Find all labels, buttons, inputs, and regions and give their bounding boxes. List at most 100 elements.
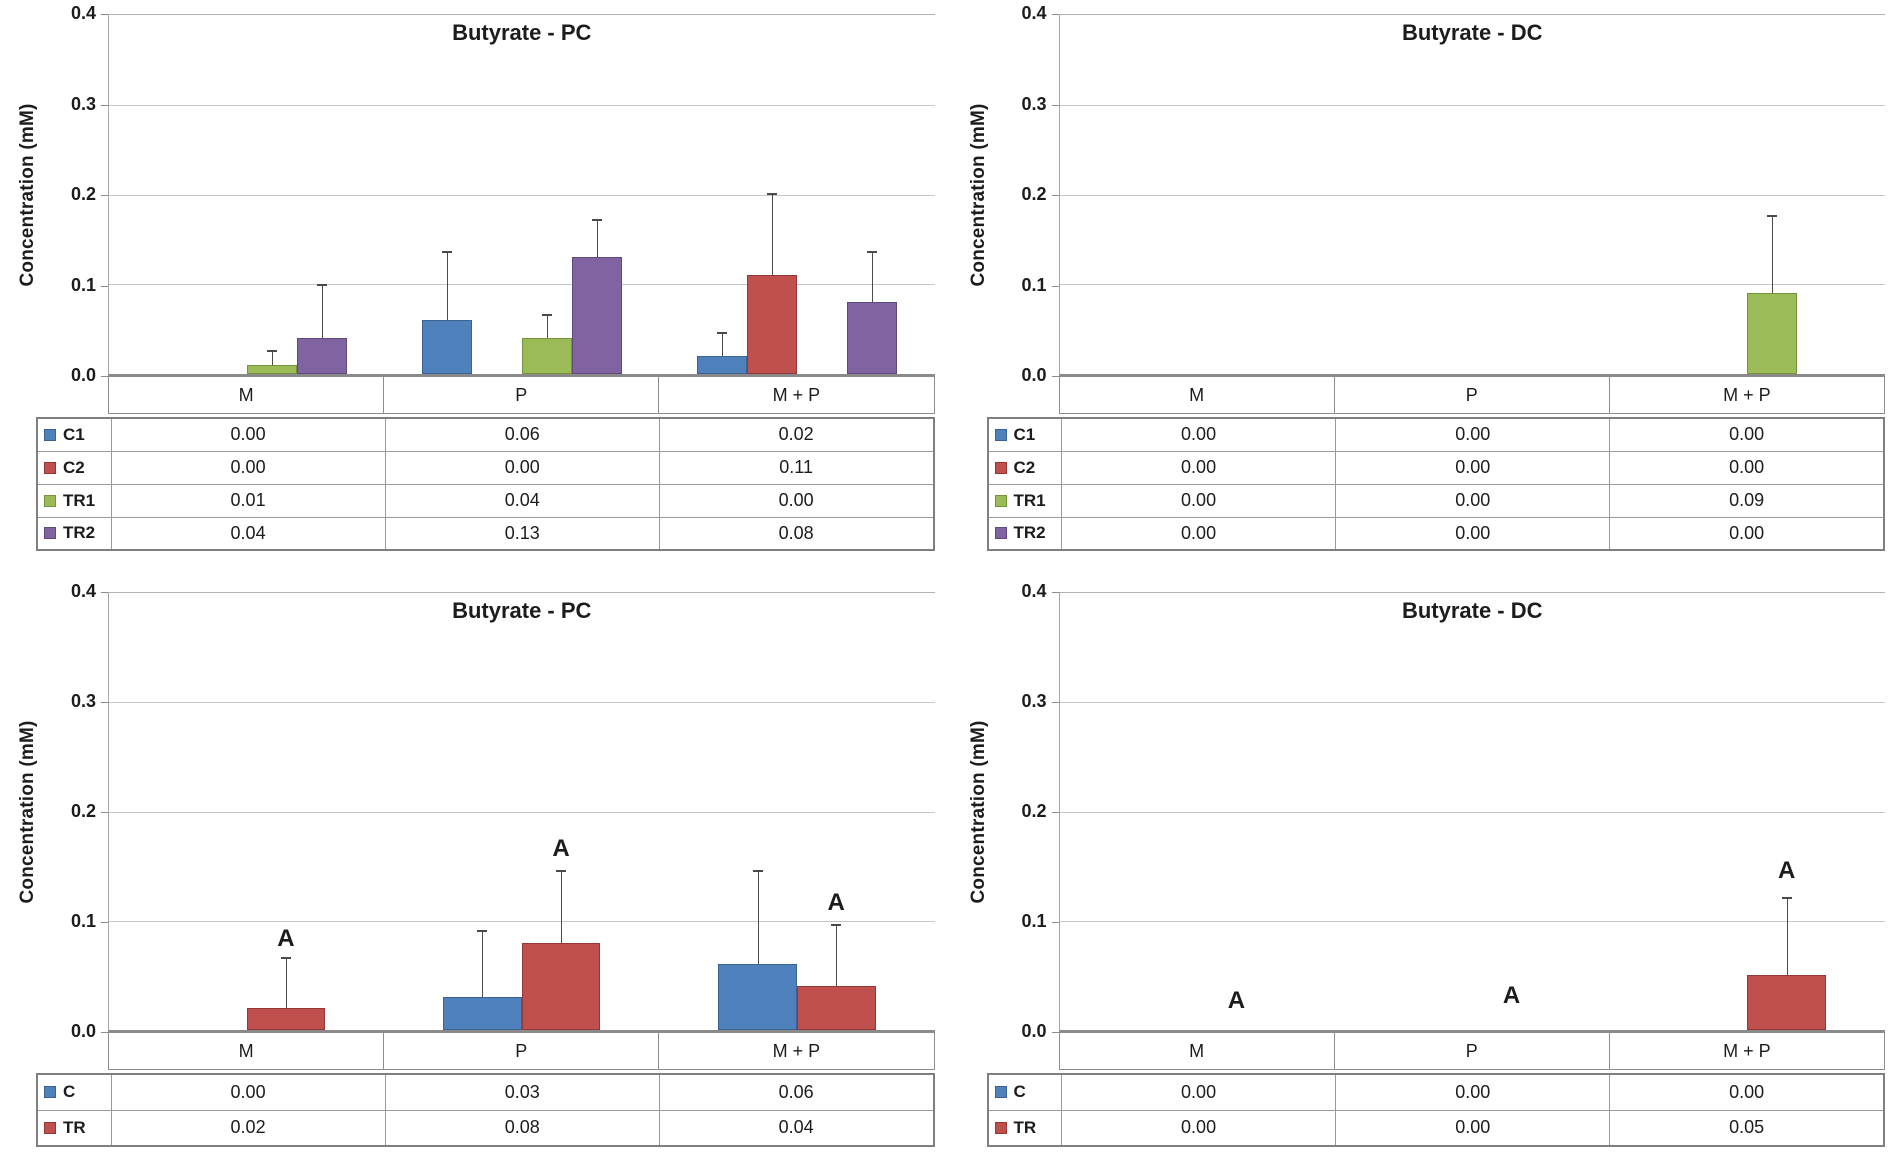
bar-tr [521, 942, 601, 1030]
table-value-cell: 0.00 [110, 417, 386, 452]
legend-label: C2 [63, 457, 85, 477]
legend-item: C1 [38, 425, 111, 445]
y-tick-mark [1051, 1032, 1059, 1033]
error-bar-cap [316, 284, 327, 287]
legend-item: C [38, 1082, 111, 1102]
y-tick-label: 0.0 [70, 365, 96, 386]
chart-body: Concentration (mM) 0.4 0.3 0.2 0.1 0.0 Butyrat… [12, 3, 935, 385]
error-bar-cap [1781, 896, 1792, 899]
significance-label: A [1502, 982, 1521, 1010]
y-tick-mark [1051, 14, 1059, 15]
y-tick-mark [101, 922, 108, 923]
bar-slot-tr: A [796, 593, 876, 1030]
bar-groups [109, 15, 935, 374]
y-axis-label: Concentration (mM) [17, 720, 38, 904]
bar-slot-tr1 [797, 15, 847, 374]
y-tick-label: 0.0 [1021, 365, 1047, 386]
error-bar [836, 926, 838, 987]
y-tick-label: 0.0 [1021, 1021, 1047, 1042]
y-axis-gutter: Concentration (mM) 0.4 0.3 0.2 0.1 0.0 [963, 581, 1059, 1041]
category-group: A [109, 593, 384, 1030]
legend-label: C1 [1013, 424, 1036, 444]
x-category-label: M + P [659, 1032, 935, 1070]
table-row: C1 0.00 0.06 0.02 [36, 417, 935, 452]
bar-slot-tr1 [1747, 15, 1798, 374]
gridline [1059, 702, 1885, 704]
legend-label: C1 [63, 424, 85, 444]
table-value-cell: 0.00 [1335, 1073, 1611, 1111]
table-value-cell: 0.00 [1609, 516, 1885, 551]
table-value-cell: 0.00 [1060, 417, 1337, 452]
table-value-cell: 0.00 [1335, 1109, 1611, 1147]
data-table: C 0.00 0.00 0.00 TR 0.00 0.00 0.05 [986, 1073, 1885, 1147]
gridline [109, 104, 935, 106]
legend-key-tr1 [44, 494, 56, 507]
x-category-label: M [108, 1032, 385, 1070]
error-bar [321, 286, 323, 339]
bar-slot-c2 [1697, 15, 1747, 374]
error-bar [771, 194, 773, 276]
bar-c1 [421, 320, 472, 374]
x-category-label: M + P [659, 376, 935, 414]
data-table: C1 0.00 0.00 0.00 C2 0.00 0.00 0.00 TR1 0.00 0.00 0… [986, 417, 1885, 551]
table-value-cell: 0.00 [1060, 483, 1337, 518]
table-value-cell: 0.00 [1335, 483, 1611, 518]
y-tick-label: 0.1 [70, 911, 96, 932]
significance-label: A [552, 834, 570, 862]
x-category-label: P [384, 1032, 660, 1070]
error-bar [561, 871, 563, 943]
table-row: TR2 0.04 0.13 0.08 [36, 516, 935, 551]
bar-slot-c2 [197, 15, 247, 374]
table-value-cell: 0.03 [384, 1073, 660, 1111]
table-value-cell: 0.02 [110, 1109, 386, 1147]
bar-slot-c [443, 593, 522, 1030]
y-axis-label: Concentration (mM) [967, 720, 989, 904]
legend-label: C2 [1013, 457, 1036, 477]
legend-label: TR [63, 1117, 86, 1137]
chart-body: Concentration (mM) 0.4 0.3 0.2 0.1 0.0 Butyrat… [963, 3, 1885, 385]
legend-cell: TR2 [36, 516, 112, 551]
category-group [1060, 15, 1335, 374]
legend-item: C1 [989, 425, 1062, 445]
y-tick-mark [1051, 376, 1059, 377]
bar-slot-c1 [1647, 15, 1697, 374]
error-bar [271, 351, 273, 366]
plot-area: Butyrate - DC A A A [1058, 592, 1886, 1032]
table-value-cell: 0.11 [658, 450, 935, 485]
error-bar [871, 252, 873, 303]
bar-groups: A A A [1060, 593, 1886, 1030]
legend-cell: C [36, 1073, 112, 1111]
y-axis-gutter: Concentration (mM) 0.4 0.3 0.2 0.1 0.0 [12, 581, 108, 1041]
category-group [384, 15, 659, 374]
table-row: TR 0.02 0.08 0.04 [36, 1109, 935, 1147]
table-value-cell: 0.04 [658, 1109, 935, 1147]
bar-slot-tr2 [571, 15, 622, 374]
bar-tr1 [521, 338, 572, 374]
x-category-label: M [108, 376, 385, 414]
y-tick-label: 0.4 [70, 3, 96, 24]
x-category-label: P [1334, 1032, 1610, 1070]
chart-title: Butyrate - PC [452, 20, 592, 45]
error-bar [285, 959, 287, 1009]
significance-label: A [1227, 986, 1246, 1014]
x-category-label: M + P [1609, 1032, 1886, 1070]
bar-tr1 [246, 365, 297, 374]
table-value-cell: 0.00 [1060, 1109, 1337, 1147]
legend-key-c2 [44, 461, 56, 474]
category-group: A [1060, 593, 1335, 1030]
legend-key-tr [44, 1121, 56, 1134]
error-bar [757, 871, 759, 965]
chart-title: Butyrate - PC [452, 598, 592, 623]
y-tick-mark [1051, 195, 1059, 196]
category-group [659, 15, 934, 374]
y-tick-label: 0.3 [1021, 93, 1047, 114]
table-value-cell: 0.02 [658, 417, 935, 452]
y-tick-mark [101, 812, 108, 813]
table-value-cell: 0.09 [1609, 483, 1885, 518]
y-axis-gutter: Concentration (mM) 0.4 0.3 0.2 0.1 0.0 [12, 3, 108, 385]
error-bar [596, 221, 598, 258]
plot-area: Butyrate - PC [108, 14, 935, 376]
bar-slot-c1 [1372, 15, 1422, 374]
y-tick-mark [1051, 104, 1059, 106]
